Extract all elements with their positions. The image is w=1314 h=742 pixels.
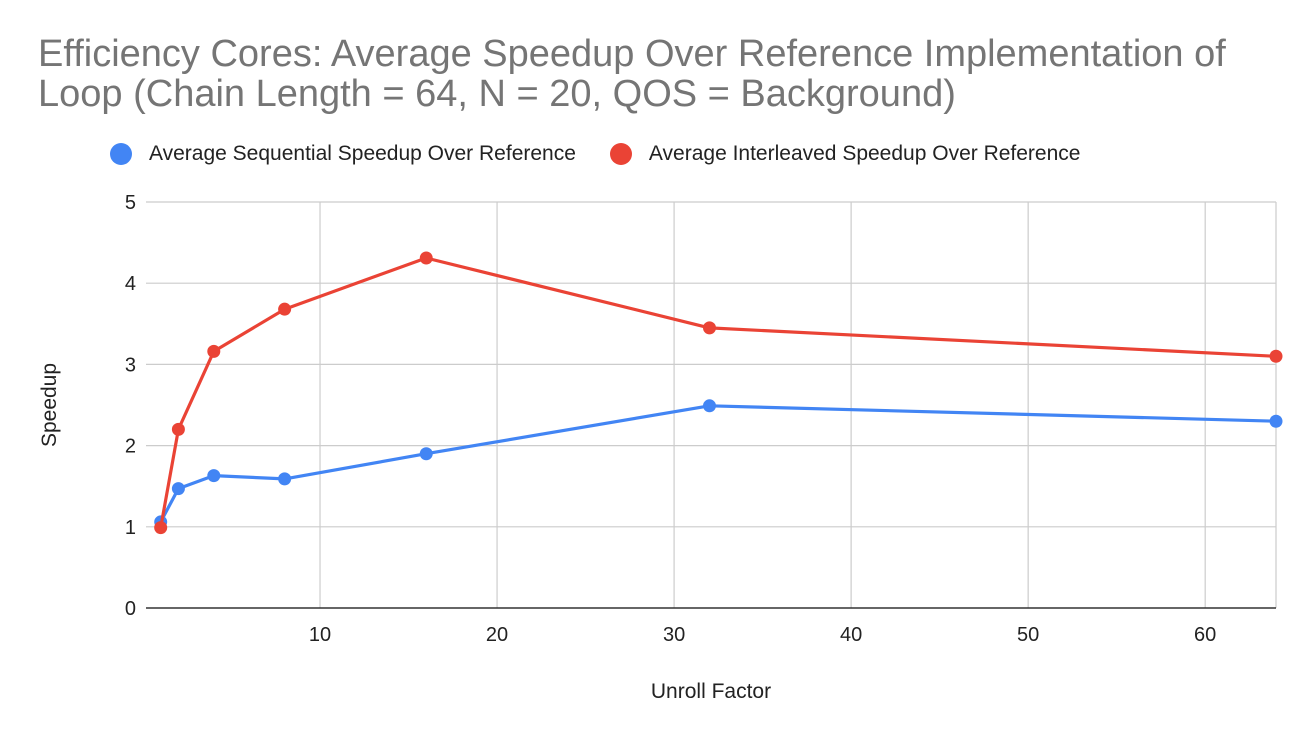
series-layer bbox=[154, 251, 1283, 535]
x-tick-label: 60 bbox=[1194, 624, 1216, 646]
data-point-1-2[interactable] bbox=[207, 344, 221, 358]
data-point-0-2[interactable] bbox=[207, 469, 221, 483]
y-tick-label: 3 bbox=[125, 354, 136, 376]
data-point-1-0[interactable] bbox=[154, 521, 168, 535]
data-point-0-6[interactable] bbox=[1269, 414, 1283, 428]
y-axis-title: Speedup bbox=[38, 363, 61, 447]
x-tick-label: 40 bbox=[840, 624, 862, 646]
data-point-0-5[interactable] bbox=[702, 399, 716, 413]
x-tick-label: 30 bbox=[663, 624, 685, 646]
legend-swatch-interleaved bbox=[609, 143, 632, 165]
data-point-1-1[interactable] bbox=[171, 422, 185, 436]
legend-label-sequential: Average Sequential Speedup Over Referenc… bbox=[149, 142, 576, 165]
x-tick-label: 20 bbox=[486, 624, 508, 646]
data-point-0-1[interactable] bbox=[171, 482, 185, 496]
y-tick-label: 0 bbox=[125, 598, 136, 620]
y-tick-label: 4 bbox=[125, 273, 136, 295]
y-tick-label: 5 bbox=[125, 192, 136, 214]
x-tick-label: 10 bbox=[309, 624, 331, 646]
y-tick-label: 2 bbox=[125, 436, 136, 458]
legend-swatch-sequential bbox=[110, 143, 132, 165]
series-line-1 bbox=[159, 256, 1278, 530]
data-point-1-3[interactable] bbox=[278, 302, 292, 316]
legend-item-interleaved[interactable]: Average Interleaved Speedup Over Referen… bbox=[609, 142, 1081, 166]
legend-label-interleaved: Average Interleaved Speedup Over Referen… bbox=[648, 142, 1081, 165]
legend: Average Sequential Speedup Over Referenc… bbox=[110, 140, 1114, 168]
chart-title: Efficiency Cores: Average Speedup Over R… bbox=[38, 33, 1226, 115]
axis-layer: 0 1 2 3 4 5 10 20 30 40 50 60 bbox=[125, 192, 1276, 646]
data-point-0-3[interactable] bbox=[278, 472, 292, 486]
x-axis-title: Unroll Factor bbox=[651, 680, 771, 703]
data-point-1-5[interactable] bbox=[702, 321, 716, 335]
series-line-0 bbox=[159, 404, 1278, 524]
data-point-0-4[interactable] bbox=[419, 447, 433, 461]
legend-item-sequential[interactable]: Average Sequential Speedup Over Referenc… bbox=[110, 142, 576, 166]
data-point-1-6[interactable] bbox=[1269, 349, 1283, 363]
data-point-1-4[interactable] bbox=[419, 251, 433, 265]
y-tick-label: 1 bbox=[125, 517, 136, 539]
grid-layer bbox=[146, 201, 1277, 608]
x-tick-label: 50 bbox=[1017, 624, 1039, 646]
